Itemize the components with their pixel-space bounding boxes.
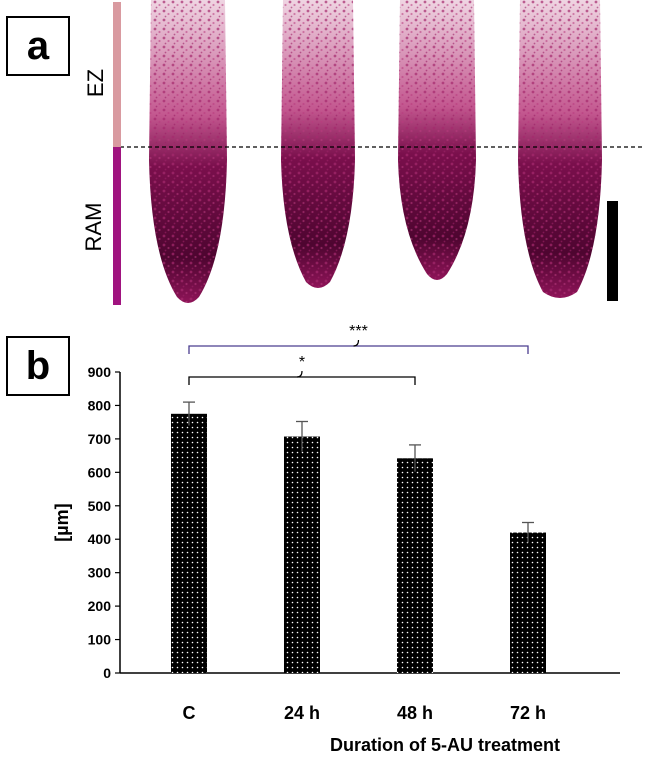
significance-label: * (299, 354, 305, 371)
y-tick-label: 400 (88, 531, 112, 547)
y-tick-label: 500 (88, 498, 112, 514)
y-tick-label: 100 (88, 632, 112, 648)
scale-bar (607, 201, 618, 301)
y-tick-label: 800 (88, 397, 112, 413)
significance-label: *** (349, 323, 368, 340)
y-tick-label: 0 (103, 665, 111, 681)
y-axis-title: [µm] (52, 503, 72, 541)
ez-label: EZ (83, 68, 108, 98)
ram-label: RAM (81, 202, 106, 252)
y-tick-label: 700 (88, 431, 112, 447)
x-axis-title: Duration of 5-AU treatment (330, 735, 560, 755)
bar-2 (397, 458, 433, 673)
ram-zone-bar (113, 147, 121, 305)
root-tip-4 (518, 0, 602, 298)
panel-label-b: b (6, 336, 70, 396)
x-tick-label: 72 h (510, 703, 546, 723)
significance-bracket-1 (188, 339, 529, 354)
y-tick-label: 300 (88, 565, 112, 581)
root-tip-1 (149, 0, 227, 303)
x-tick-label: 48 h (397, 703, 433, 723)
panel-label-a: a (6, 16, 70, 76)
root-tip-3 (398, 0, 476, 280)
bar-chart: 0 100 200 300 400 500 600 700 800 900 [µm] C 24 h 48 … (52, 323, 620, 755)
bar-1 (284, 436, 320, 673)
ez-zone-bar (113, 2, 121, 147)
y-tick-label: 900 (88, 364, 112, 380)
x-tick-label: C (183, 703, 196, 723)
bar-3 (510, 532, 546, 673)
x-tick-label: 24 h (284, 703, 320, 723)
bar-0 (171, 413, 207, 673)
root-micrograph (120, 0, 645, 303)
y-tick-label: 200 (88, 598, 112, 614)
root-tip-2 (281, 0, 355, 288)
significance-bracket-0 (188, 370, 416, 385)
y-tick-label: 600 (88, 464, 112, 480)
